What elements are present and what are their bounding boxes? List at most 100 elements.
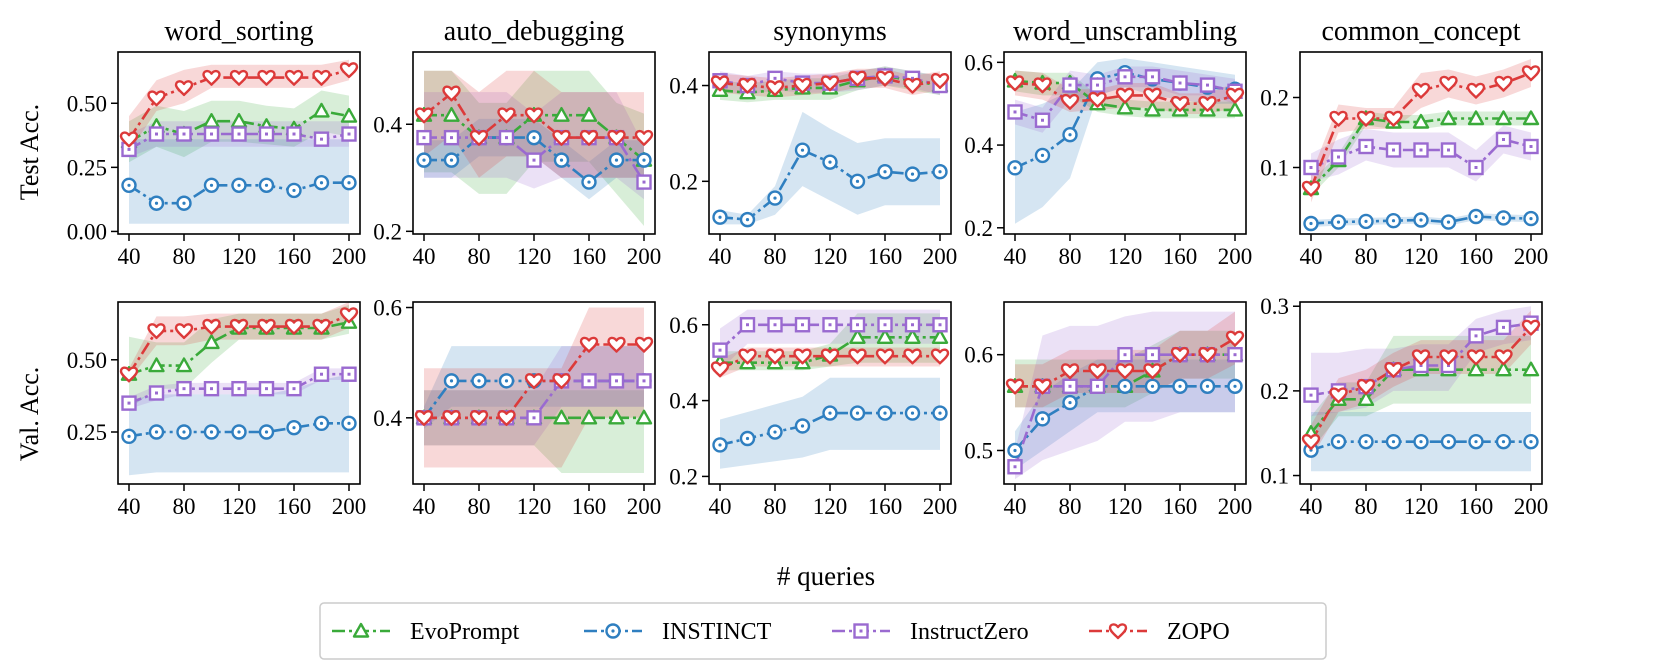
- point-zopo: [552, 129, 571, 146]
- panel-val-5: 40 80 120 160 200 0.1 0.2 0.3: [1260, 294, 1548, 519]
- point-instructzero: [712, 342, 728, 358]
- point-zopo: [875, 70, 895, 87]
- point-zopo: [1466, 349, 1486, 366]
- x-tick-label: 200: [923, 244, 958, 269]
- point-zopo: [339, 307, 359, 324]
- point-instinct: [1385, 433, 1402, 450]
- point-zopo: [710, 75, 730, 92]
- point-evoprompt: [203, 334, 220, 350]
- point-zopo: [147, 323, 166, 340]
- x-tick-label: 120: [222, 494, 257, 519]
- point-zopo: [634, 336, 654, 353]
- point-evoprompt: [1412, 113, 1430, 129]
- x-tick-label: 120: [222, 244, 257, 269]
- line-instructzero: [719, 74, 941, 87]
- point-zopo: [202, 318, 221, 335]
- x-tick-label: 40: [1004, 244, 1027, 269]
- point-instinct: [443, 152, 460, 168]
- legend-frame: [319, 602, 1327, 660]
- x-tick-label: 200: [1514, 494, 1549, 519]
- point-zopo: [284, 69, 304, 86]
- point-evoprompt: [876, 329, 894, 344]
- point-zopo: [174, 80, 194, 97]
- point-instructzero: [1330, 149, 1347, 165]
- point-instinct: [553, 152, 570, 168]
- x-tick-label: 160: [277, 494, 312, 519]
- legend-entry-instinct: INSTINCT: [584, 619, 772, 645]
- point-zopo: [442, 410, 461, 427]
- point-instinct: [1385, 212, 1402, 229]
- point-zopo: [119, 131, 139, 148]
- point-zopo: [1170, 346, 1190, 363]
- y-tick-label: 0.4: [373, 112, 402, 137]
- point-zopo: [1225, 330, 1245, 347]
- point-instructzero: [313, 366, 330, 382]
- point-zopo: [202, 69, 221, 86]
- x-tick-label: 160: [868, 494, 903, 519]
- point-instinct: [1172, 378, 1188, 394]
- y-tick-label: 0.6: [373, 296, 402, 321]
- point-zopo: [1384, 110, 1403, 127]
- point-evoprompt: [1357, 391, 1375, 407]
- panel-test-5: 40 80 120 160 200 0.1 0.2 common_concept: [1260, 16, 1548, 269]
- point-zopo: [930, 73, 950, 89]
- point-instinct: [203, 424, 220, 440]
- x-tick-label: 200: [923, 494, 958, 519]
- point-zopo: [607, 336, 626, 353]
- x-tick-label: 80: [1059, 244, 1082, 269]
- x-tick-label: 40: [413, 244, 436, 269]
- y-tick-label: 0.25: [67, 155, 107, 180]
- point-instinct: [498, 373, 515, 389]
- point-instructzero: [341, 126, 357, 142]
- point-evoprompt: [1467, 110, 1485, 126]
- point-zopo: [1411, 349, 1431, 366]
- point-evoprompt: [931, 329, 949, 344]
- y-label-val: Val. Acc.: [15, 367, 44, 462]
- point-evoprompt: [148, 357, 165, 373]
- point-zopo: [1115, 87, 1135, 104]
- point-instinct: [1227, 378, 1243, 394]
- point-instructzero: [1062, 378, 1078, 394]
- point-zopo: [1060, 93, 1080, 110]
- point-instinct: [1523, 433, 1539, 450]
- point-zopo: [1439, 349, 1458, 366]
- point-instinct: [176, 424, 192, 440]
- point-instinct: [932, 405, 948, 421]
- legend-label: ZOPO: [1167, 619, 1230, 645]
- legend: EvoPrompt INSTINCT InstructZero ZOPO: [319, 602, 1327, 660]
- point-zopo: [414, 410, 434, 427]
- point-instinct: [739, 211, 756, 228]
- x-tick-label: 80: [173, 494, 196, 519]
- point-instructzero: [581, 373, 597, 389]
- point-zopo: [1088, 91, 1107, 108]
- point-instructzero: [1385, 142, 1402, 158]
- band-instinct: [720, 377, 940, 469]
- point-instructzero: [739, 317, 756, 333]
- legend-entry-zopo: ZOPO: [1089, 619, 1230, 645]
- point-zopo: [710, 361, 730, 378]
- panel-test-3: 40 80 120 160 200 0.2 0.4 synonyms: [669, 16, 957, 269]
- point-instinct: [1495, 433, 1512, 450]
- point-zopo: [765, 80, 785, 97]
- point-zopo: [1033, 77, 1052, 94]
- point-instinct: [767, 190, 783, 206]
- point-zopo: [1143, 363, 1162, 380]
- point-zopo: [1384, 362, 1403, 378]
- point-instinct: [1303, 215, 1319, 232]
- point-instructzero: [258, 126, 275, 142]
- point-instinct: [822, 154, 838, 170]
- point-zopo: [579, 129, 599, 146]
- point-instructzero: [767, 317, 783, 333]
- y-tick-label: 0.4: [669, 389, 698, 414]
- x-tick-label: 80: [1059, 494, 1082, 519]
- point-zopo: [1060, 363, 1080, 380]
- x-tick-label: 80: [468, 244, 491, 269]
- point-instructzero: [231, 380, 247, 397]
- line-evoprompt: [719, 74, 941, 94]
- y-tick-label: 0.2: [373, 219, 402, 244]
- point-instructzero: [231, 126, 247, 142]
- point-evoprompt: [443, 106, 460, 122]
- x-tick-label: 200: [627, 244, 662, 269]
- point-instructzero: [1089, 77, 1106, 93]
